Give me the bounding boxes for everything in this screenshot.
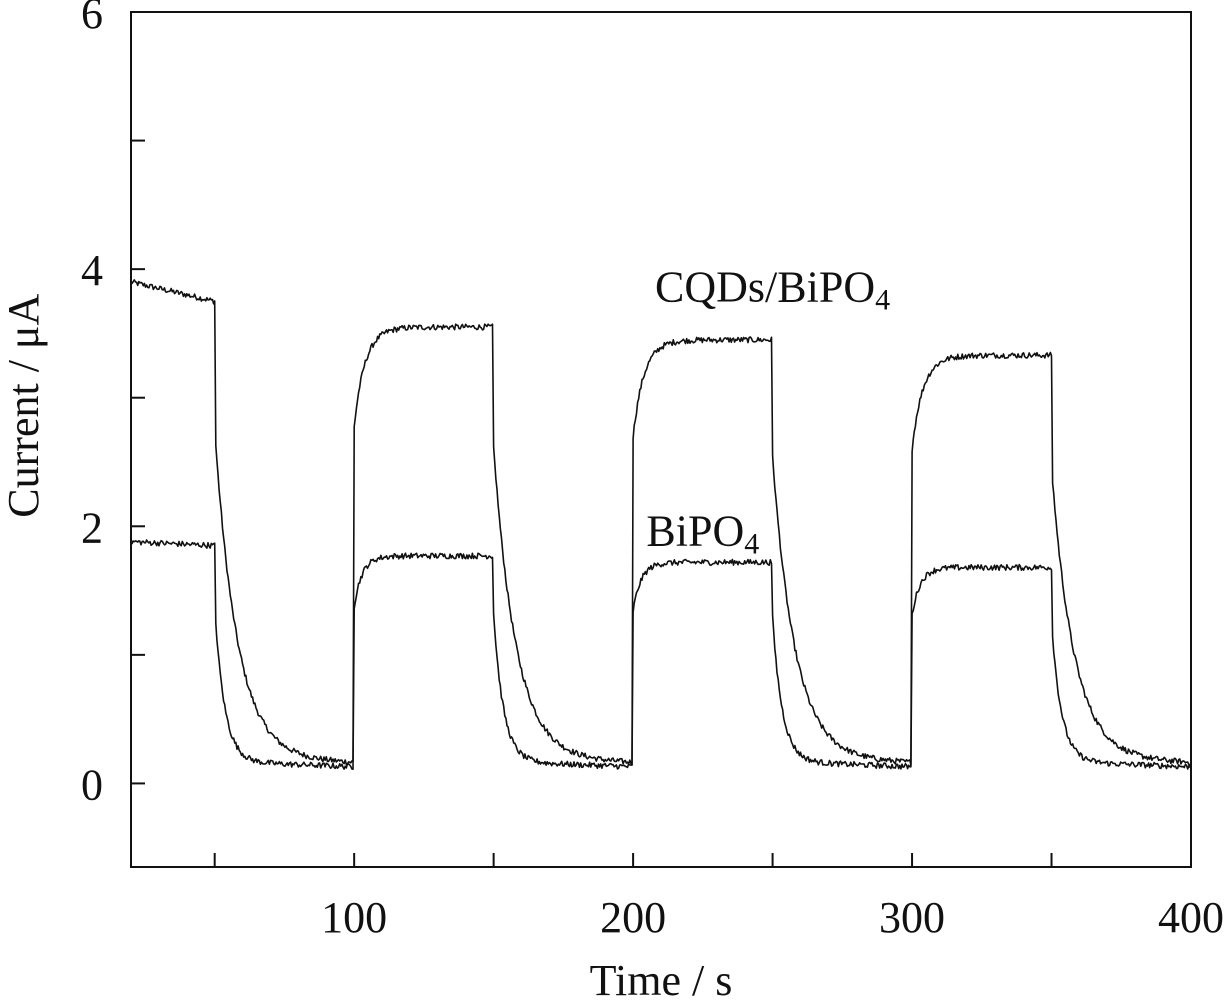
x-tick-label: 100: [321, 893, 387, 942]
plot-frame: [130, 11, 1192, 868]
y-tick-label: 0: [81, 760, 103, 809]
x-tick-label: 400: [1158, 893, 1224, 942]
x-tick-label: 200: [600, 893, 666, 942]
series-label-main: BiPO: [646, 507, 744, 556]
series-label-subscript: 4: [744, 528, 759, 561]
x-axis-title: Time / s: [590, 956, 733, 1000]
series-label-cqds-bipo4: CQDs/BiPO4: [655, 262, 890, 316]
x-tick-label: 300: [879, 893, 945, 942]
series-line-bipo4: [130, 538, 1192, 770]
y-tick-label: 4: [81, 246, 103, 295]
axis-tick-labels: 100 200 300 400 0 2 4 6: [81, 0, 1224, 942]
axis-ticks: [131, 11, 1192, 867]
series-label-bipo4: BiPO4: [646, 507, 759, 561]
series-lines: [130, 279, 1192, 770]
y-tick-label: 2: [81, 503, 103, 552]
series-label-main: CQDs/BiPO: [655, 262, 875, 311]
series-label-subscript: 4: [875, 283, 890, 316]
series-line-cqds-bipo4: [130, 279, 1192, 766]
plot-area: [130, 11, 1192, 868]
y-axis-title: Current / μA: [0, 293, 48, 517]
y-tick-label: 6: [81, 0, 103, 38]
